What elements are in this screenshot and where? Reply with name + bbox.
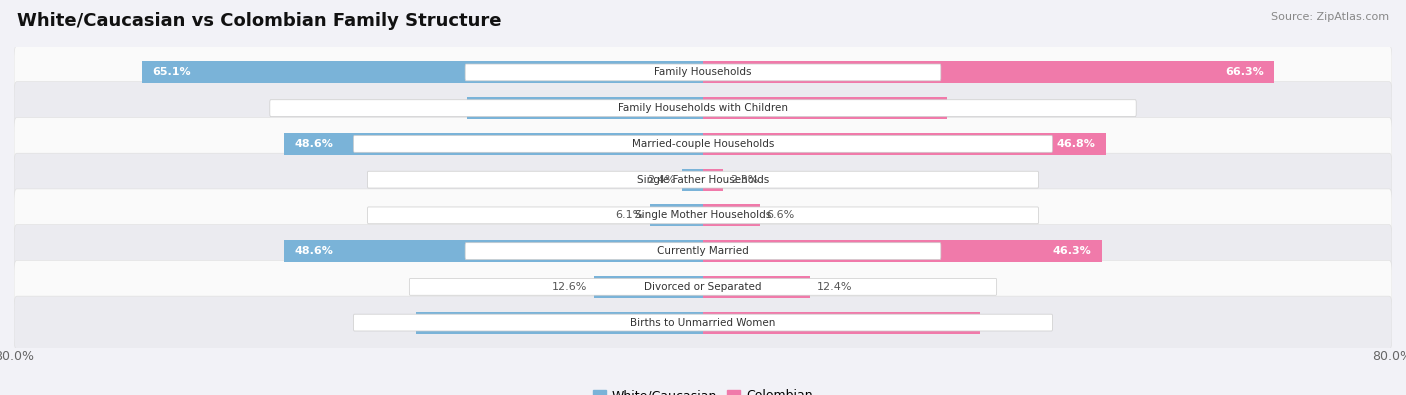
Bar: [703, 169, 723, 191]
Text: Source: ZipAtlas.com: Source: ZipAtlas.com: [1271, 12, 1389, 22]
FancyBboxPatch shape: [14, 225, 1392, 278]
FancyBboxPatch shape: [353, 314, 1053, 331]
Bar: [651, 204, 703, 226]
Bar: [703, 97, 946, 119]
FancyBboxPatch shape: [353, 135, 1053, 152]
Text: Family Households with Children: Family Households with Children: [619, 103, 787, 113]
Text: 2.3%: 2.3%: [730, 175, 758, 184]
Bar: [703, 312, 980, 334]
Legend: White/Caucasian, Colombian: White/Caucasian, Colombian: [588, 384, 818, 395]
Text: 46.3%: 46.3%: [1053, 246, 1091, 256]
Bar: [682, 169, 703, 191]
Text: 65.1%: 65.1%: [153, 68, 191, 77]
Text: Currently Married: Currently Married: [657, 246, 749, 256]
Text: Single Father Households: Single Father Households: [637, 175, 769, 184]
FancyBboxPatch shape: [14, 260, 1392, 313]
Bar: [284, 133, 703, 155]
Text: 12.6%: 12.6%: [553, 282, 588, 292]
Text: Married-couple Households: Married-couple Households: [631, 139, 775, 149]
Text: White/Caucasian vs Colombian Family Structure: White/Caucasian vs Colombian Family Stru…: [17, 12, 502, 30]
FancyBboxPatch shape: [367, 171, 1039, 188]
Bar: [595, 276, 703, 298]
Text: 27.4%: 27.4%: [478, 103, 516, 113]
Text: 66.3%: 66.3%: [1225, 68, 1264, 77]
Text: 6.1%: 6.1%: [616, 211, 644, 220]
Text: 33.3%: 33.3%: [426, 318, 465, 327]
Text: Single Mother Households: Single Mother Households: [636, 211, 770, 220]
Bar: [416, 312, 703, 334]
FancyBboxPatch shape: [270, 100, 1136, 117]
FancyBboxPatch shape: [14, 296, 1392, 349]
FancyBboxPatch shape: [367, 207, 1039, 224]
Text: 12.4%: 12.4%: [817, 282, 852, 292]
Text: Family Households: Family Households: [654, 68, 752, 77]
Bar: [703, 133, 1107, 155]
FancyBboxPatch shape: [465, 243, 941, 260]
Text: 28.3%: 28.3%: [898, 103, 936, 113]
Text: 6.6%: 6.6%: [766, 211, 794, 220]
FancyBboxPatch shape: [14, 46, 1392, 99]
Bar: [703, 276, 810, 298]
Text: 48.6%: 48.6%: [295, 139, 333, 149]
FancyBboxPatch shape: [14, 82, 1392, 135]
Text: 48.6%: 48.6%: [295, 246, 333, 256]
FancyBboxPatch shape: [14, 153, 1392, 206]
FancyBboxPatch shape: [14, 189, 1392, 242]
Bar: [467, 97, 703, 119]
Text: 32.2%: 32.2%: [931, 318, 970, 327]
Bar: [284, 240, 703, 262]
Bar: [142, 61, 703, 83]
Text: 2.4%: 2.4%: [647, 175, 675, 184]
FancyBboxPatch shape: [14, 117, 1392, 170]
Text: 46.8%: 46.8%: [1057, 139, 1095, 149]
Text: Divorced or Separated: Divorced or Separated: [644, 282, 762, 292]
Text: Births to Unmarried Women: Births to Unmarried Women: [630, 318, 776, 327]
FancyBboxPatch shape: [465, 64, 941, 81]
Bar: [703, 204, 759, 226]
FancyBboxPatch shape: [409, 278, 997, 295]
Bar: [703, 61, 1274, 83]
Bar: [703, 240, 1102, 262]
